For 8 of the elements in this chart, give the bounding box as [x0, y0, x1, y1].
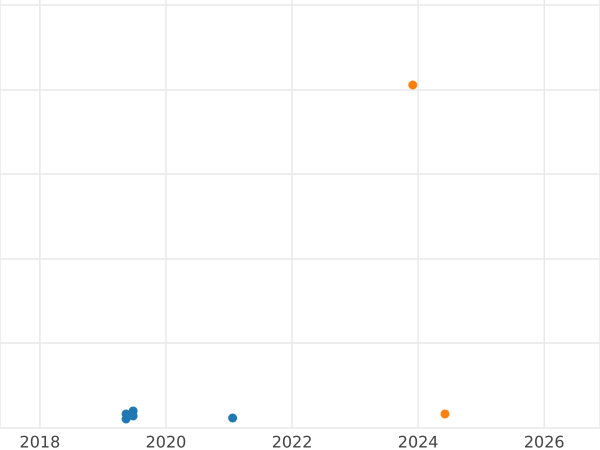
point	[408, 80, 418, 90]
x-tick-label: 2020	[146, 432, 186, 450]
point	[440, 409, 450, 418]
x-tick-label: 2026	[524, 432, 565, 450]
x-tick-label: 2018	[20, 432, 60, 450]
point	[228, 414, 238, 422]
x-tick-label: 2024	[398, 432, 438, 450]
x-tick-label: 2022	[272, 432, 312, 450]
